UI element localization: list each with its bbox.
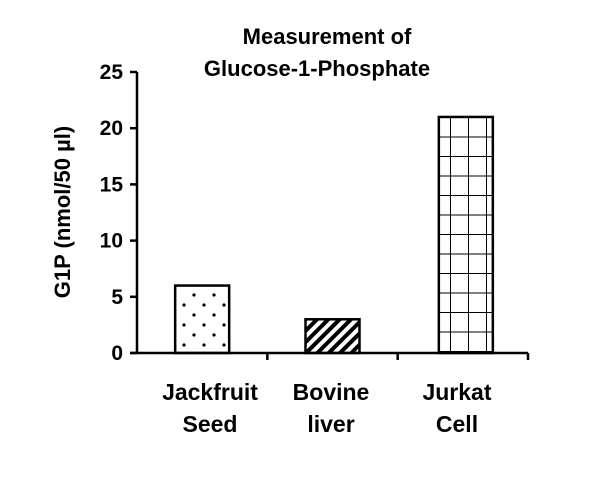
category-labels: Jackfruit Seed Bovine liver Jurkat Cell	[162, 379, 492, 437]
y-tick-label: 10	[100, 230, 123, 253]
y-tick-label: 5	[111, 286, 123, 309]
axes	[130, 72, 528, 355]
chart-title-line-2: Glucose-1-Phosphate	[204, 56, 430, 81]
category-label: liver	[307, 411, 354, 437]
bar	[437, 115, 495, 355]
category-label: Cell	[436, 411, 478, 437]
y-tick-label: 15	[100, 173, 124, 196]
y-tick-label: 20	[100, 117, 123, 140]
y-axis-ticks: 0 5 10 15 20 25	[100, 61, 530, 365]
y-tick-label: 0	[111, 342, 123, 365]
category-label: Jurkat	[422, 379, 491, 405]
y-axis-label: G1P (nmol/50 µl)	[50, 126, 75, 298]
category-label: Bovine	[293, 379, 370, 405]
category-label: Jackfruit	[162, 379, 258, 405]
chart-title-line-1: Measurement of	[243, 24, 412, 49]
y-tick-label: 25	[100, 61, 124, 84]
category-label: Seed	[183, 411, 238, 437]
bar	[304, 318, 361, 355]
bar	[173, 284, 231, 355]
chart-title: Measurement of Glucose-1-Phosphate	[204, 24, 430, 81]
bars	[173, 115, 495, 355]
